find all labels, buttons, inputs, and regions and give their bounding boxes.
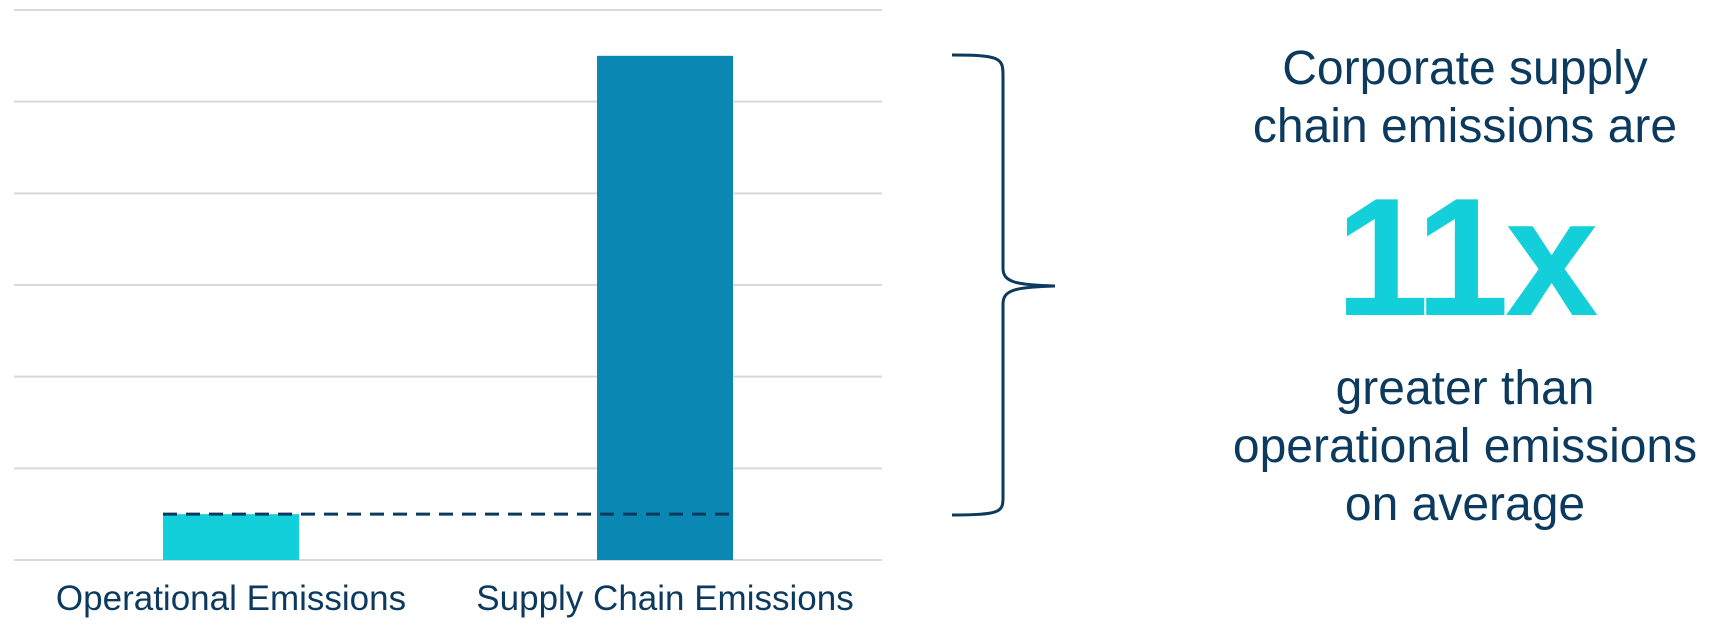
callout-panel: Corporate supply chain emissions are 11x…	[1205, 40, 1724, 534]
curly-brace-bracket	[951, 53, 1056, 517]
chart-gridlines	[14, 9, 882, 561]
callout-multiple: 11x	[1335, 163, 1598, 351]
callout-line-4: operational emissions	[1232, 420, 1698, 473]
chart-bars	[163, 55, 733, 560]
bar-supply-chain-emissions	[597, 55, 733, 560]
callout-line-3: greater than	[1335, 362, 1595, 415]
x-tick-label: Operational Emissions	[56, 579, 406, 618]
callout-line-5: on average	[1344, 478, 1586, 531]
x-axis-labels: Operational Emissions Supply Chain Emissi…	[56, 579, 854, 618]
bar-operational-emissions	[163, 514, 299, 560]
x-tick-label: Supply Chain Emissions	[476, 579, 853, 618]
callout-line-1: Corporate supply	[1282, 42, 1648, 95]
callout-line-2: chain emissions are	[1252, 100, 1678, 153]
